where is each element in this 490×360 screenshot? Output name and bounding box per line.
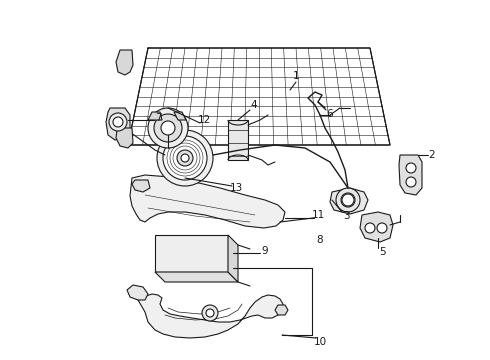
Circle shape <box>157 130 213 186</box>
Text: 1: 1 <box>293 71 299 81</box>
Polygon shape <box>127 285 148 300</box>
Circle shape <box>341 193 355 207</box>
Polygon shape <box>174 112 186 120</box>
Text: 13: 13 <box>229 183 243 193</box>
Text: 9: 9 <box>262 246 269 256</box>
Circle shape <box>163 136 207 180</box>
Circle shape <box>202 305 218 321</box>
Polygon shape <box>155 272 238 282</box>
Circle shape <box>161 121 175 135</box>
Circle shape <box>336 188 360 212</box>
Circle shape <box>342 194 354 206</box>
Circle shape <box>377 223 387 233</box>
Polygon shape <box>106 108 130 140</box>
Circle shape <box>406 163 416 173</box>
Circle shape <box>148 108 188 148</box>
Polygon shape <box>116 50 133 75</box>
Polygon shape <box>330 188 368 214</box>
Text: 10: 10 <box>314 337 326 347</box>
Text: 12: 12 <box>197 115 211 125</box>
Polygon shape <box>228 235 238 282</box>
Circle shape <box>365 223 375 233</box>
Circle shape <box>206 309 214 317</box>
Circle shape <box>109 113 127 131</box>
Polygon shape <box>138 294 283 338</box>
Text: 5: 5 <box>379 247 385 257</box>
Polygon shape <box>132 180 150 192</box>
Polygon shape <box>130 175 285 228</box>
Circle shape <box>406 177 416 187</box>
Text: 2: 2 <box>429 150 435 160</box>
Polygon shape <box>148 112 162 120</box>
Circle shape <box>113 117 123 127</box>
Circle shape <box>181 154 189 162</box>
Polygon shape <box>360 212 393 242</box>
Polygon shape <box>275 305 288 315</box>
Text: 7: 7 <box>155 113 161 123</box>
Text: 8: 8 <box>317 235 323 245</box>
Polygon shape <box>128 48 390 145</box>
Circle shape <box>177 150 193 166</box>
Text: 4: 4 <box>251 100 257 110</box>
Text: 3: 3 <box>343 211 349 221</box>
Circle shape <box>154 114 182 142</box>
Polygon shape <box>399 155 422 195</box>
Polygon shape <box>228 120 248 160</box>
Polygon shape <box>155 235 228 272</box>
Text: 11: 11 <box>311 210 324 220</box>
Polygon shape <box>116 128 133 148</box>
Text: 6: 6 <box>327 109 333 119</box>
